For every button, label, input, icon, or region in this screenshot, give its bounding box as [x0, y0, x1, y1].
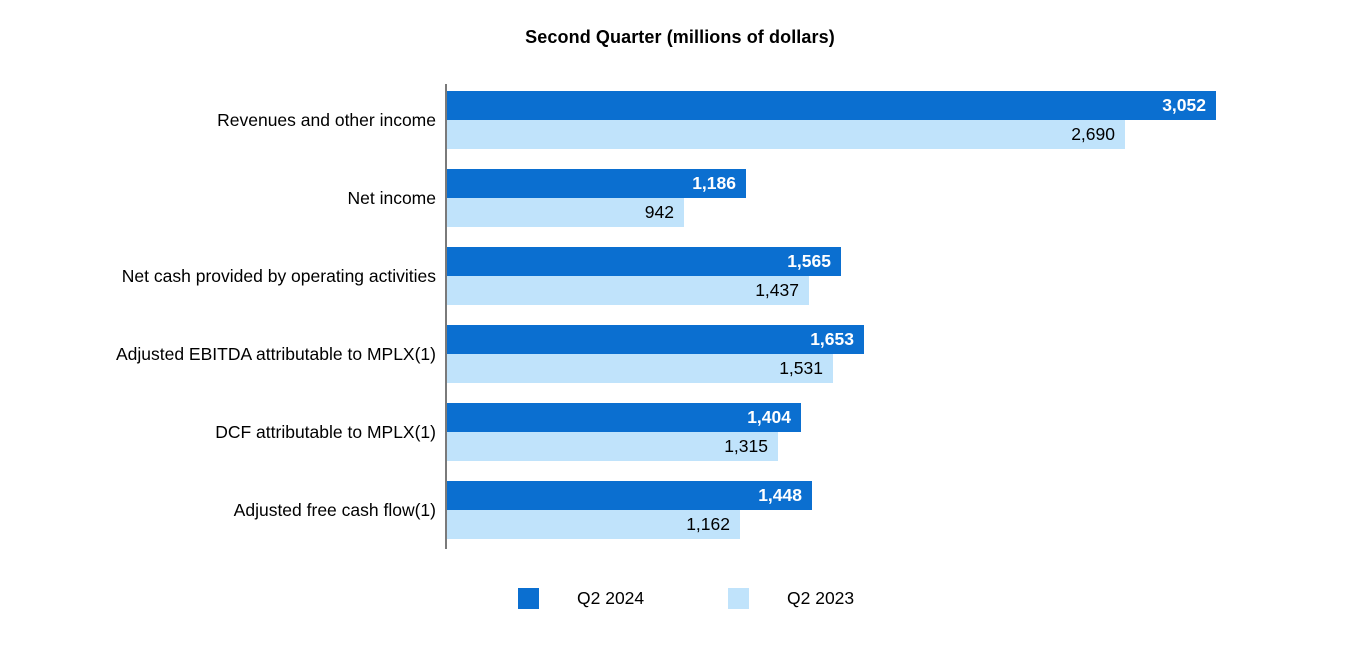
- bar-group: Net cash provided by operating activitie…: [122, 247, 841, 305]
- bar-value-label-q2-2024: 3,052: [1162, 95, 1206, 115]
- bar-group: Adjusted free cash flow(1) 1,448 1,162: [234, 481, 812, 539]
- bar-q2-2023: 2,690: [447, 120, 1125, 149]
- bar-group: Net income 1,186 942: [347, 169, 746, 227]
- bar-q2-2024: 1,448: [447, 481, 812, 510]
- bar-value-label-q2-2024: 1,565: [787, 251, 831, 271]
- bar-value-label-q2-2023: 1,531: [779, 358, 823, 378]
- bar-q2-2024: 1,186: [447, 169, 746, 198]
- bar-value-label-q2-2023: 2,690: [1071, 124, 1115, 144]
- bar-group: Revenues and other income 3,052 2,690: [217, 91, 1216, 149]
- legend-item-q2-2023: Q2 2023: [728, 588, 854, 609]
- plot-area: Revenues and other income 3,052 2,690 Ne…: [116, 84, 1360, 549]
- bar-group: DCF attributable to MPLX(1) 1,404 1,315: [215, 403, 801, 461]
- category-label: Net income: [347, 187, 436, 208]
- legend-swatch-q2-2024: [518, 588, 539, 609]
- category-label: Adjusted free cash flow(1): [233, 499, 436, 520]
- bar-q2-2024: 1,565: [447, 247, 841, 276]
- bar-value-label-q2-2024: 1,653: [810, 329, 854, 349]
- bar-value-label-q2-2024: 1,404: [747, 407, 791, 427]
- category-label: DCF attributable to MPLX(1): [215, 421, 436, 442]
- legend: Q2 2024 Q2 2023: [0, 588, 1360, 610]
- category-label: Adjusted EBITDA attributable to MPLX(1): [115, 343, 436, 364]
- bar-value-label-q2-2024: 1,448: [758, 485, 802, 505]
- bar-q2-2024: 1,404: [447, 403, 801, 432]
- bar-q2-2023: 1,162: [447, 510, 740, 539]
- chart-title: Second Quarter (millions of dollars): [525, 27, 835, 47]
- bar-group: Adjusted EBITDA attributable to MPLX(1) …: [116, 325, 864, 383]
- bar-q2-2023: 1,437: [447, 276, 809, 305]
- legend-label-q2-2023: Q2 2023: [787, 588, 855, 608]
- bar-q2-2024: 3,052: [447, 91, 1216, 120]
- legend-label-q2-2024: Q2 2024: [577, 588, 645, 608]
- y-axis-line: [445, 84, 447, 549]
- bar-q2-2023: 1,315: [447, 432, 778, 461]
- bar-q2-2023: 942: [447, 198, 684, 227]
- bar-value-label-q2-2023: 1,315: [724, 436, 768, 456]
- bar-value-label-q2-2023: 1,437: [755, 280, 799, 300]
- bar-q2-2023: 1,531: [447, 354, 833, 383]
- bar-q2-2024: 1,653: [447, 325, 864, 354]
- bar-value-label-q2-2024: 1,186: [692, 173, 736, 193]
- legend-swatch-q2-2023: [728, 588, 749, 609]
- category-label: Revenues and other income: [217, 109, 436, 130]
- legend-item-q2-2024: Q2 2024: [518, 588, 644, 609]
- bar-value-label-q2-2023: 1,162: [686, 514, 730, 534]
- category-label: Net cash provided by operating activitie…: [121, 265, 436, 286]
- bar-value-label-q2-2023: 942: [644, 202, 674, 222]
